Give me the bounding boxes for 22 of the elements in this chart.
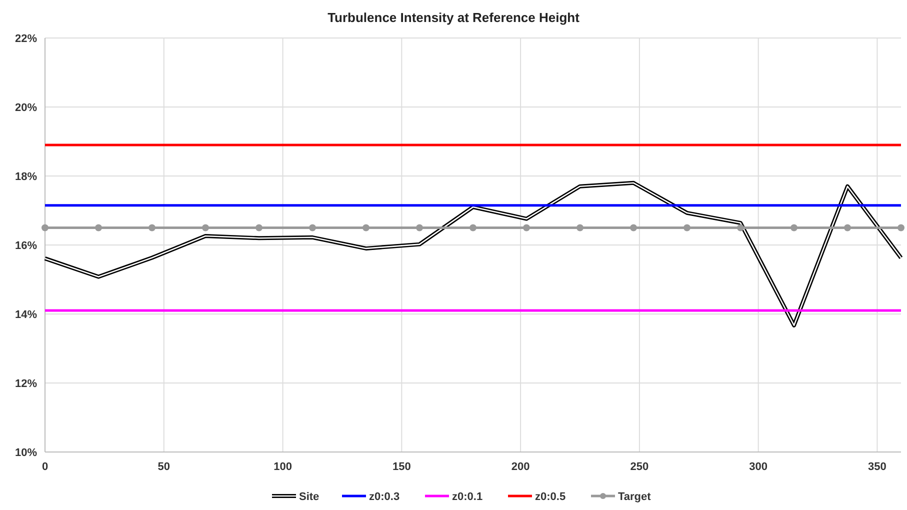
legend-label: Site xyxy=(299,490,320,503)
legend-label: z0:0.1 xyxy=(452,490,483,503)
y-tick-label: 18% xyxy=(14,170,38,183)
legend-label: Target xyxy=(618,490,652,503)
x-tick-label: 250 xyxy=(630,461,649,473)
x-tick-label: 50 xyxy=(158,461,170,473)
x-tick-label: 0 xyxy=(42,461,48,473)
y-tick-label: 14% xyxy=(14,308,38,321)
x-tick-label: 100 xyxy=(274,461,292,473)
y-tick-label: 12% xyxy=(14,378,38,390)
y-tick-label: 16% xyxy=(14,240,38,252)
y-tick-label: 10% xyxy=(14,446,38,459)
x-tick-label: 150 xyxy=(392,461,411,473)
y-tick-label: 22% xyxy=(14,32,38,45)
x-tick-label: 350 xyxy=(868,461,886,473)
x-tick-label: 200 xyxy=(511,461,530,473)
chart-title: Turbulence Intensity at Reference Height xyxy=(328,10,580,25)
x-tick-label: 300 xyxy=(749,461,768,473)
legend-label: z0:0.3 xyxy=(369,490,400,503)
line-series xyxy=(43,180,903,328)
legend-label: z0:0.5 xyxy=(535,490,566,503)
y-tick-label: 20% xyxy=(14,102,38,114)
